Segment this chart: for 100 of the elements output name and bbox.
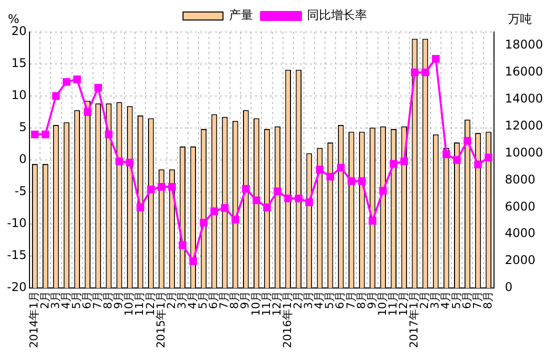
x-tick-label: 4月 bbox=[439, 291, 452, 310]
x-tick-label: 6月 bbox=[207, 291, 220, 310]
point bbox=[158, 183, 166, 191]
point bbox=[453, 156, 461, 164]
y-axis-title: % bbox=[8, 12, 20, 26]
x-tick-label: 5月 bbox=[70, 291, 83, 310]
y-tick-label: 10 bbox=[11, 88, 27, 102]
x-tick-label: 5月 bbox=[196, 291, 210, 310]
y2-tick-label: 12000 bbox=[504, 118, 544, 132]
point bbox=[84, 108, 92, 116]
point bbox=[147, 186, 155, 194]
point bbox=[168, 183, 176, 191]
point bbox=[379, 186, 387, 195]
y2-tick-label: 14000 bbox=[504, 91, 544, 106]
y-tick-label: 20 bbox=[11, 24, 27, 38]
point bbox=[42, 130, 50, 138]
x-tick-label: 8月 bbox=[481, 291, 494, 310]
point bbox=[232, 216, 240, 224]
x-tick-label: 8月 bbox=[354, 291, 368, 310]
x-tick-label: 2月 bbox=[38, 291, 52, 310]
point bbox=[178, 241, 186, 249]
point bbox=[474, 160, 482, 168]
x-tick-label: 2015年1月 bbox=[154, 291, 168, 348]
point bbox=[263, 204, 271, 212]
x-tick-label: 2月 bbox=[418, 291, 432, 310]
y-tick-label: -15 bbox=[6, 248, 27, 262]
point bbox=[410, 68, 419, 76]
point bbox=[368, 216, 376, 225]
x-tick-label: 4月 bbox=[59, 291, 72, 310]
point bbox=[400, 157, 408, 166]
point bbox=[136, 204, 144, 212]
point bbox=[432, 55, 440, 63]
legend-label: 产量 bbox=[229, 8, 253, 22]
x-tick-label: 12月 bbox=[144, 291, 157, 316]
x-tick-label: 3月 bbox=[175, 291, 188, 310]
point bbox=[73, 76, 81, 84]
point bbox=[284, 194, 292, 202]
x-tick-label: 2014年1月 bbox=[28, 291, 41, 348]
point bbox=[94, 84, 102, 92]
y2-tick-label: 10000 bbox=[504, 145, 544, 160]
y-tick-label: -20 bbox=[6, 280, 27, 294]
point bbox=[337, 164, 345, 172]
x-tick-label: 2016年1月 bbox=[280, 291, 294, 348]
y2-tick-label: 4000 bbox=[504, 226, 536, 240]
y2-tick-label: 18000 bbox=[504, 38, 544, 52]
y2-tick-label: 0 bbox=[504, 280, 512, 294]
x-tick-label: 8月 bbox=[228, 291, 242, 310]
point bbox=[126, 158, 134, 166]
point bbox=[274, 188, 282, 196]
point bbox=[210, 207, 218, 216]
x-tick-label: 11月 bbox=[386, 291, 400, 316]
x-tick-label: 3月 bbox=[48, 291, 62, 310]
point bbox=[242, 184, 250, 193]
point bbox=[200, 218, 208, 227]
y-tick-label: 15 bbox=[11, 56, 27, 70]
point bbox=[358, 177, 366, 185]
y-tick-label: -10 bbox=[6, 216, 27, 230]
y2-tick-label: 2000 bbox=[504, 253, 536, 268]
x-tick-label: 7月 bbox=[218, 291, 231, 310]
point bbox=[104, 130, 113, 138]
point bbox=[52, 92, 60, 100]
y2-tick-label: 8000 bbox=[504, 172, 536, 186]
x-tick-label: 9月 bbox=[238, 291, 252, 310]
x-tick-label: 4月 bbox=[186, 291, 199, 310]
x-tick-label: 5月 bbox=[323, 291, 336, 310]
y-tick-label: -5 bbox=[14, 184, 27, 198]
point bbox=[316, 166, 324, 174]
point bbox=[294, 194, 302, 202]
x-tick-label: 7月 bbox=[344, 291, 358, 310]
x-tick-label: 2017年1月 bbox=[408, 291, 421, 348]
x-tick-label: 12月 bbox=[270, 291, 284, 316]
point bbox=[252, 196, 260, 204]
x-tick-label: 7月 bbox=[91, 291, 104, 310]
x-tick-label: 2月 bbox=[164, 291, 178, 310]
x-tick-label: 9月 bbox=[365, 291, 378, 310]
point bbox=[305, 198, 314, 206]
y-tick-label: 0 bbox=[18, 152, 27, 166]
x-tick-label: 12月 bbox=[397, 291, 410, 316]
x-tick-label: 6月 bbox=[80, 291, 94, 310]
x-tick-label: 5月 bbox=[450, 291, 463, 310]
y2-axis-title: 万吨 bbox=[508, 12, 532, 26]
x-tick-label: 10月 bbox=[376, 291, 389, 316]
point bbox=[31, 130, 39, 138]
point bbox=[442, 150, 450, 158]
x-tick-label: 3月 bbox=[302, 291, 316, 310]
x-tick-label: 11月 bbox=[260, 291, 273, 316]
x-tick-label: 6月 bbox=[460, 291, 474, 310]
point bbox=[390, 160, 398, 168]
point bbox=[62, 78, 70, 86]
legend-label: 同比增长率 bbox=[307, 8, 367, 22]
y2-tick-label: 16000 bbox=[504, 64, 544, 79]
point bbox=[348, 177, 356, 185]
point bbox=[421, 68, 430, 76]
point bbox=[115, 157, 124, 166]
y2-tick-label: 6000 bbox=[504, 199, 536, 214]
x-tick-label: 9月 bbox=[112, 291, 126, 310]
point bbox=[484, 154, 492, 162]
x-tick-label: 7月 bbox=[470, 291, 484, 310]
x-tick-label: 10月 bbox=[122, 291, 136, 316]
x-tick-label: 2月 bbox=[292, 291, 304, 310]
